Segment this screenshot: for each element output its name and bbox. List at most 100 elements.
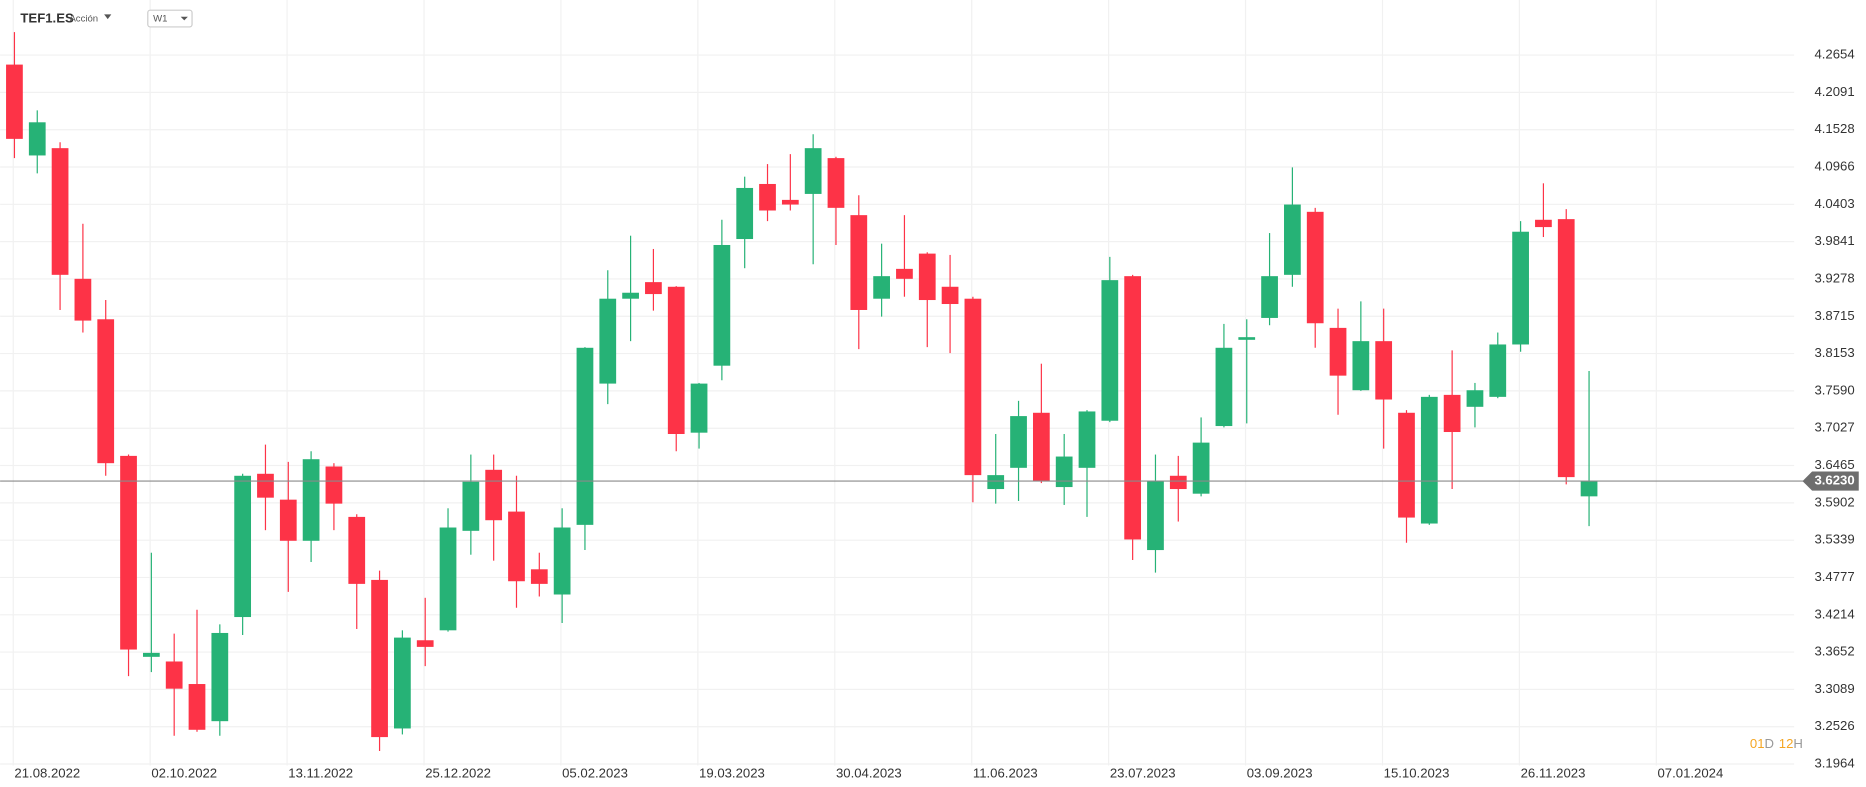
candle-body bbox=[599, 298, 617, 384]
y-tick-label: 4.2654 bbox=[1814, 47, 1854, 62]
candle-body bbox=[1169, 475, 1187, 490]
y-tick-label: 3.4777 bbox=[1814, 569, 1854, 584]
y-tick-label: 3.5339 bbox=[1814, 532, 1854, 547]
candle-body bbox=[51, 148, 69, 275]
grid bbox=[0, 0, 1795, 766]
candle-body bbox=[553, 527, 571, 595]
x-tick-label: 23.07.2023 bbox=[1110, 765, 1176, 780]
last-price-label: 3.6230 bbox=[1814, 473, 1854, 488]
dropdown-arrow[interactable] bbox=[180, 16, 188, 21]
candle-body bbox=[1101, 280, 1119, 421]
dropdown-arrow[interactable] bbox=[104, 14, 112, 20]
candle-body bbox=[6, 64, 23, 139]
candle-body bbox=[1238, 337, 1256, 340]
candle-body bbox=[257, 473, 274, 498]
timeframe[interactable]: W1 bbox=[153, 14, 167, 25]
candle-body bbox=[1147, 481, 1164, 551]
y-tick-label: 3.8153 bbox=[1814, 345, 1854, 360]
candle-body bbox=[1284, 204, 1301, 275]
x-tick-label: 30.04.2023 bbox=[836, 765, 902, 780]
y-tick-label: 3.4214 bbox=[1814, 606, 1854, 621]
candle-body bbox=[234, 475, 252, 618]
candle-body bbox=[1010, 416, 1027, 468]
candle-body bbox=[279, 499, 297, 541]
candle-body bbox=[1557, 219, 1575, 478]
y-tick-label: 4.0966 bbox=[1814, 158, 1854, 173]
symbol[interactable]: TEF1.ES bbox=[20, 11, 74, 26]
candle-body bbox=[645, 282, 662, 295]
candle-body bbox=[896, 268, 913, 279]
x-tick-label: 07.01.2024 bbox=[1658, 765, 1724, 780]
candle-body bbox=[348, 516, 366, 584]
y-tick-label: 3.7027 bbox=[1814, 420, 1854, 435]
y-tick-label: 4.0403 bbox=[1814, 196, 1854, 211]
candle-body bbox=[1215, 347, 1233, 427]
candle-body bbox=[576, 347, 594, 525]
candle-body bbox=[142, 652, 160, 657]
candle-body bbox=[850, 215, 868, 310]
candle-body bbox=[713, 244, 731, 366]
candle-body bbox=[188, 684, 206, 730]
instrument-type: Acción bbox=[69, 14, 98, 25]
candle-body bbox=[439, 527, 457, 631]
countdown-hours: 12 bbox=[1779, 737, 1794, 752]
candle-body bbox=[508, 511, 525, 582]
candle-body bbox=[964, 298, 982, 476]
candle-body bbox=[781, 199, 799, 205]
candle-body bbox=[1032, 412, 1050, 482]
x-tick-label: 26.11.2023 bbox=[1521, 765, 1586, 780]
timeframe-box[interactable] bbox=[147, 9, 193, 28]
candle-body bbox=[1443, 394, 1461, 433]
candle-body bbox=[827, 158, 845, 208]
candle-body bbox=[941, 286, 959, 305]
y-tick-label: 3.9841 bbox=[1814, 233, 1854, 248]
candle-body bbox=[622, 292, 639, 299]
candle-body bbox=[690, 383, 708, 433]
candle-body bbox=[530, 569, 548, 584]
candle-body bbox=[918, 253, 936, 301]
candle-body bbox=[1192, 442, 1210, 494]
labels: 3.1964 3.2526 3.3089 3.3652 3.4214 3.4777 3.53… bbox=[14, 47, 1859, 780]
x-tick-label: 03.09.2023 bbox=[1247, 765, 1313, 780]
y-tick-label: 4.2091 bbox=[1814, 84, 1854, 99]
x-tick-label: 21.08.2022 bbox=[14, 765, 80, 780]
y-tick-label: 3.1964 bbox=[1814, 755, 1854, 770]
y-tick-label: 3.3089 bbox=[1814, 681, 1854, 696]
candle-body bbox=[804, 148, 822, 194]
candle-body bbox=[211, 632, 229, 722]
candle-body bbox=[1352, 341, 1370, 391]
candle-body bbox=[325, 466, 343, 504]
candle-body bbox=[97, 319, 115, 464]
countdown: 01D 12H bbox=[1750, 737, 1803, 752]
last-price-tag bbox=[1802, 471, 1859, 491]
x-tick-label: 25.12.2022 bbox=[425, 765, 491, 780]
y-tick-label: 3.6465 bbox=[1814, 457, 1854, 472]
candle-body bbox=[1580, 481, 1598, 497]
candle-body bbox=[416, 640, 434, 647]
x-tick-label: 19.03.2023 bbox=[699, 765, 765, 780]
y-tick-label: 3.7590 bbox=[1814, 382, 1854, 397]
candle-body bbox=[74, 278, 92, 321]
candle-body bbox=[667, 286, 685, 435]
candle-body bbox=[394, 637, 411, 729]
candle-body bbox=[987, 475, 1005, 490]
countdown-days: 01 bbox=[1750, 737, 1765, 752]
candle-body bbox=[1535, 219, 1552, 228]
candle-body bbox=[1124, 276, 1142, 540]
candle-body bbox=[302, 459, 320, 541]
candle-body bbox=[1078, 411, 1096, 468]
y-tick-label: 3.9278 bbox=[1814, 270, 1854, 285]
candle-body bbox=[1466, 390, 1484, 407]
countdown-day-unit: D bbox=[1765, 737, 1775, 752]
candle-body bbox=[1489, 344, 1507, 397]
candle-body bbox=[759, 183, 776, 211]
x-tick-label: 05.02.2023 bbox=[562, 765, 628, 780]
candle-body bbox=[28, 122, 46, 156]
x-tick-label: 15.10.2023 bbox=[1384, 765, 1450, 780]
candle-body bbox=[1055, 456, 1073, 488]
candle-body bbox=[120, 455, 137, 650]
y-tick-label: 3.2526 bbox=[1814, 718, 1854, 733]
y-tick-label: 3.5902 bbox=[1814, 494, 1854, 509]
